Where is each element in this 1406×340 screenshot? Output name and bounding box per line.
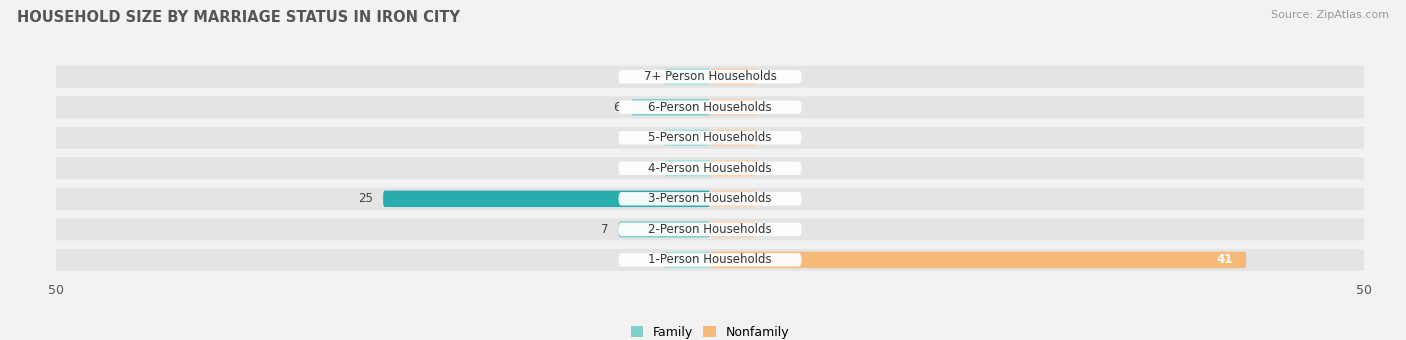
Text: 0: 0 (647, 70, 654, 83)
Text: 0: 0 (766, 101, 773, 114)
FancyBboxPatch shape (619, 162, 801, 175)
Text: 41: 41 (1216, 253, 1233, 266)
FancyBboxPatch shape (49, 157, 1371, 179)
FancyBboxPatch shape (710, 99, 756, 116)
FancyBboxPatch shape (664, 252, 710, 268)
Text: 0: 0 (647, 131, 654, 144)
Text: 0: 0 (647, 253, 654, 266)
Text: Source: ZipAtlas.com: Source: ZipAtlas.com (1271, 10, 1389, 20)
Text: 2-Person Households: 2-Person Households (648, 223, 772, 236)
Text: 0: 0 (647, 162, 654, 175)
FancyBboxPatch shape (49, 188, 1371, 210)
FancyBboxPatch shape (619, 101, 801, 114)
FancyBboxPatch shape (664, 130, 710, 146)
FancyBboxPatch shape (49, 66, 1371, 88)
Text: 6: 6 (613, 101, 621, 114)
FancyBboxPatch shape (49, 249, 1371, 271)
Text: 7: 7 (600, 223, 607, 236)
Text: 5-Person Households: 5-Person Households (648, 131, 772, 144)
Text: 7+ Person Households: 7+ Person Households (644, 70, 776, 83)
FancyBboxPatch shape (382, 191, 710, 207)
FancyBboxPatch shape (710, 160, 756, 176)
FancyBboxPatch shape (631, 99, 710, 116)
FancyBboxPatch shape (710, 252, 1246, 268)
FancyBboxPatch shape (710, 130, 756, 146)
FancyBboxPatch shape (49, 96, 1371, 118)
FancyBboxPatch shape (664, 160, 710, 176)
FancyBboxPatch shape (619, 221, 710, 238)
FancyBboxPatch shape (710, 221, 756, 238)
Text: 1-Person Households: 1-Person Households (648, 253, 772, 266)
Text: 3-Person Households: 3-Person Households (648, 192, 772, 205)
Text: 0: 0 (766, 131, 773, 144)
FancyBboxPatch shape (619, 131, 801, 144)
Text: 0: 0 (766, 223, 773, 236)
Text: 0: 0 (766, 70, 773, 83)
FancyBboxPatch shape (710, 68, 756, 85)
FancyBboxPatch shape (49, 218, 1371, 240)
FancyBboxPatch shape (619, 223, 801, 236)
Text: 6-Person Households: 6-Person Households (648, 101, 772, 114)
FancyBboxPatch shape (619, 253, 801, 267)
Text: 25: 25 (357, 192, 373, 205)
FancyBboxPatch shape (49, 127, 1371, 149)
FancyBboxPatch shape (710, 191, 756, 207)
Text: 0: 0 (766, 192, 773, 205)
FancyBboxPatch shape (619, 70, 801, 83)
Text: 0: 0 (766, 162, 773, 175)
Legend: Family, Nonfamily: Family, Nonfamily (631, 326, 789, 339)
Text: HOUSEHOLD SIZE BY MARRIAGE STATUS IN IRON CITY: HOUSEHOLD SIZE BY MARRIAGE STATUS IN IRO… (17, 10, 460, 25)
FancyBboxPatch shape (664, 68, 710, 85)
Text: 4-Person Households: 4-Person Households (648, 162, 772, 175)
FancyBboxPatch shape (619, 192, 801, 206)
